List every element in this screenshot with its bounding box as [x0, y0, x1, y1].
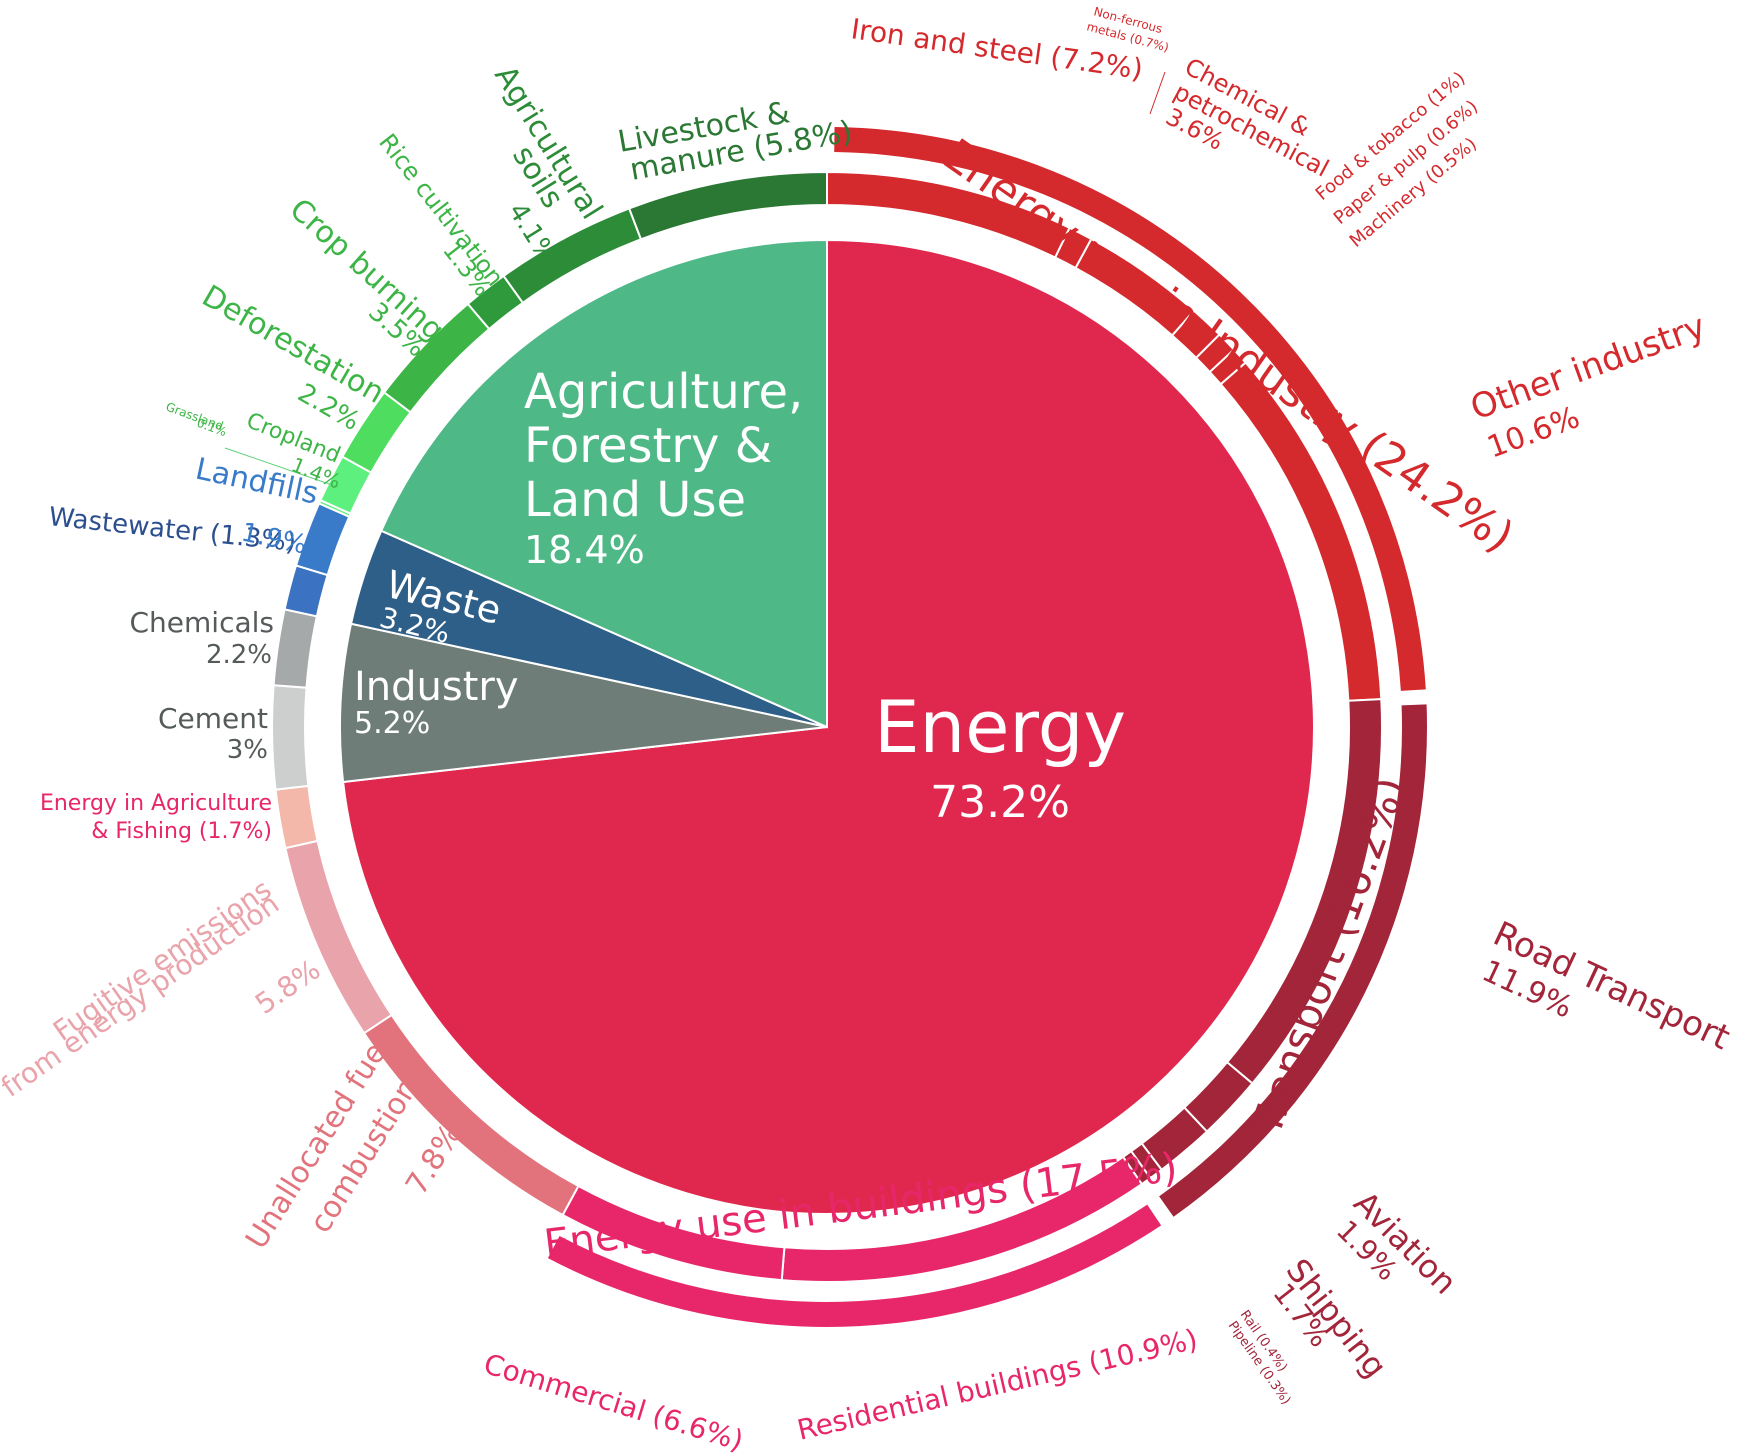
leader-lines	[224, 71, 1166, 488]
crop-burning-label-1: Crop burning	[283, 192, 451, 348]
ring-segment-livestock-manure-5-8	[627, 170, 828, 241]
pie-slice-agriculture-forestry-land-use	[379, 238, 828, 729]
ag-fishing-label-1: Energy in Agriculture	[40, 791, 272, 816]
ring-segment-energy-in-agriculture-fishing-1-7	[274, 784, 319, 850]
fugitive-label-2: from energy production	[0, 887, 285, 1104]
group-arc-transport-16-2	[1159, 704, 1427, 1217]
pie-slice-energy	[342, 238, 1315, 1215]
industry-label: Industry	[354, 664, 519, 710]
chemicals-label-1: Chemicals	[130, 606, 275, 639]
other-industry-label-1: Other industry	[1465, 307, 1710, 429]
industry-value: 5.2%	[354, 706, 430, 741]
agri-soils-label-3: 4.1%	[502, 198, 562, 270]
unallocated-label-3: 7.8%	[399, 1118, 469, 1201]
ring-segment-chemicals-2-2	[272, 608, 319, 689]
residential-label: Residential buildings (10.9%)	[794, 1323, 1201, 1447]
fugitive-label-3: 5.8%	[249, 953, 326, 1021]
grassland-leader	[224, 447, 339, 488]
pie-slice-industry	[339, 622, 828, 784]
pie-slices	[339, 238, 1315, 1215]
agri-label-line3: Land Use	[524, 472, 746, 528]
rice-cultivation-label-1: Rice cultivation	[373, 128, 509, 291]
nonferrous-leader	[1149, 71, 1166, 115]
energy-value: 73.2%	[930, 777, 1070, 828]
sub-sector-ring	[271, 170, 1383, 1283]
cement-label-2: 3%	[227, 735, 268, 765]
agri-label-line2: Forestry &	[524, 418, 772, 474]
energy-label: Energy	[874, 685, 1126, 769]
landfills-label-2: 1.9%	[239, 518, 310, 561]
ag-fishing-label-2: & Fishing (1.7%)	[91, 819, 272, 844]
deforestation-label-1: Deforestation	[196, 279, 390, 411]
agri-label-line1: Agriculture,	[524, 364, 803, 420]
group-arc-energy-use-in-buildings-17-5	[547, 1204, 1162, 1327]
chemicals-label-2: 2.2%	[206, 640, 272, 670]
agri-value: 18.4%	[524, 528, 645, 572]
commercial-label: Commercial (6.6%)	[480, 1347, 747, 1453]
outer-group-arcs	[547, 127, 1427, 1327]
cement-label-1: Cement	[158, 702, 268, 735]
ring-segment-cement-3	[271, 684, 310, 791]
group-arc-energy-use-in-industry-24-2	[834, 127, 1426, 691]
